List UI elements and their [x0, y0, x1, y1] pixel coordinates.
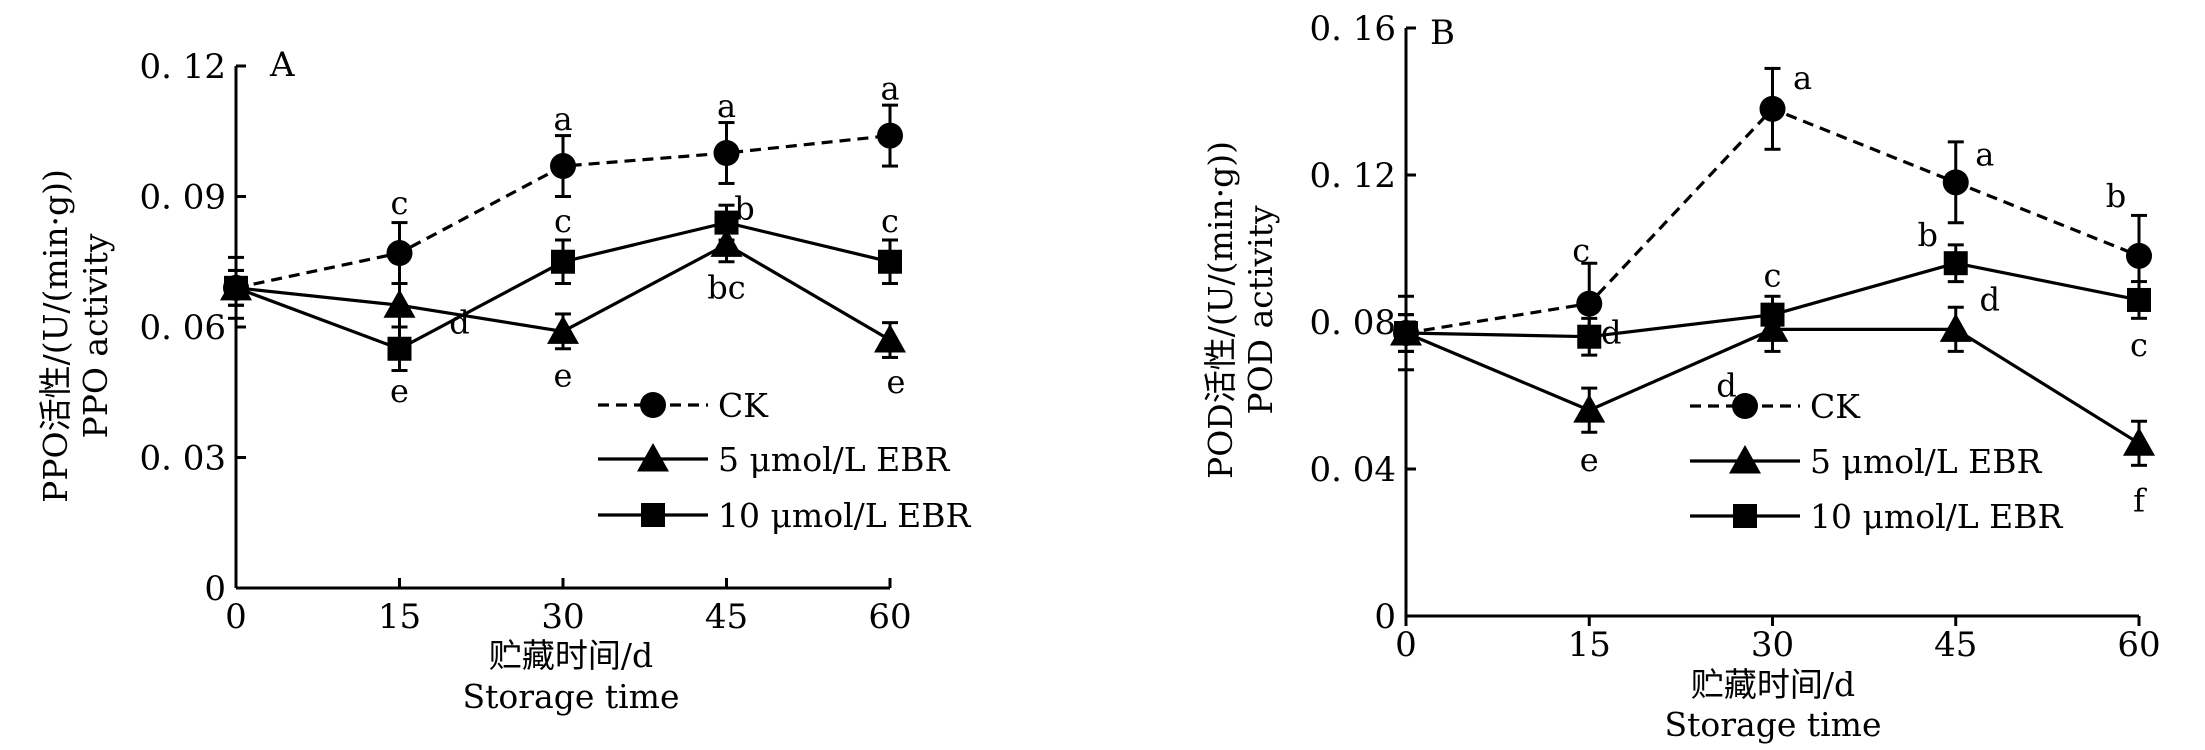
panel-b-significance-letter: b — [2106, 177, 2126, 215]
panel-b-legend-label: 5 μmol/L EBR — [1810, 442, 2043, 481]
panel-b-legend-marker — [1729, 445, 1761, 474]
panel-b-y-tick-label: 0 — [1374, 597, 1396, 637]
panel-b-point-triangle — [1939, 313, 1972, 342]
panel-b-x-tick-label: 0 — [1395, 625, 1417, 665]
panel-b-legend-marker — [1732, 393, 1758, 419]
panel-a-point-circle — [386, 240, 413, 267]
panel-b-significance-letter: d — [1601, 314, 1621, 352]
panel-a-point-square — [878, 249, 902, 274]
panel-a-point-triangle — [547, 315, 579, 344]
panel-b-legend-label: 10 μmol/L EBR — [1810, 497, 2064, 536]
panel-a-x-tick-label: 30 — [541, 597, 584, 637]
panel-a-xlabel: 贮藏时间/d — [489, 636, 653, 675]
panel-b-significance-letter: a — [1975, 135, 1994, 173]
panel-a-legend-label: CK — [718, 386, 769, 425]
panel-b-point-square — [1760, 302, 1785, 327]
panel-b: B 0 15 30 45 60 0 0. 04 0. 08 0. 12 0. 16 c a a b e d d f… — [1201, 9, 2161, 744]
panel-b-y-tick-label: 0. 08 — [1309, 303, 1396, 343]
panel-a-point-triangle — [874, 324, 906, 353]
panel-b-x-tick-label: 30 — [1751, 625, 1794, 665]
panel-a-significance-letter: e — [554, 356, 573, 394]
panel-a-point-circle — [550, 153, 576, 180]
panel-a-label: A — [269, 45, 295, 85]
panel-b-point-circle — [1759, 95, 1786, 122]
panel-b-significance-letter: c — [1572, 232, 1590, 270]
panel-b-significance-letter: d — [1980, 280, 2000, 318]
panel-a-x-tick-label: 60 — [868, 597, 911, 637]
panel-a-significance-letter: e — [887, 363, 906, 401]
panel-a-y-tick-label: 0. 03 — [139, 439, 226, 479]
panel-a-significance-letter: e — [390, 372, 409, 410]
panel-b-significance-letter: e — [1580, 441, 1599, 479]
panel-b-y-tick-label: 0. 04 — [1309, 450, 1396, 490]
panel-a-legend-marker — [641, 503, 665, 527]
panel-b-significance-letter: c — [2130, 326, 2148, 364]
panel-b-point-circle — [2126, 242, 2152, 269]
panel-b-point-square — [1577, 324, 1602, 349]
panel-b-x-tick-label: 45 — [1934, 625, 1977, 665]
panel-b-point-square — [2127, 287, 2151, 312]
panel-a-x-tick-label: 45 — [705, 597, 748, 637]
panel-a-point-triangle — [383, 289, 416, 318]
panel-a-x-tick-label: 15 — [378, 597, 421, 637]
panel-a-point-square — [224, 275, 248, 300]
panel-b-xlabel: 贮藏时间/d — [1691, 665, 1855, 704]
panel-a-y-tick-label: 0. 06 — [139, 308, 226, 348]
panel-a-legend-marker — [637, 443, 669, 472]
panel-a-significance-letter: bc — [707, 268, 745, 306]
panel-a-xlabel-en: Storage time — [463, 677, 680, 716]
panel-a-significance-letter: b — [734, 190, 754, 228]
panel-a-y-tick-label: 0. 09 — [139, 178, 226, 218]
panel-b-label: B — [1430, 13, 1455, 53]
panel-b-x-tick-label: 60 — [2117, 625, 2160, 665]
panel-b-point-square — [1394, 321, 1418, 346]
panel-a-ylabel: PPO活性/(U/(min·g)) — [36, 169, 75, 503]
panel-a-legend-label: 5 μmol/L EBR — [718, 440, 951, 479]
panel-a-significance-letter: c — [554, 202, 572, 240]
panel-b-plot: 0 15 30 45 60 0 0. 04 0. 08 0. 12 0. 16 c a a b e d d f d c… — [1309, 9, 2160, 665]
panel-a-point-square — [551, 249, 575, 274]
panel-b-significance-letter: f — [2133, 481, 2147, 519]
panel-b-significance-letter: d — [1716, 366, 1736, 404]
panel-b-point-triangle — [2123, 427, 2155, 456]
panel-a-point-triangle — [710, 228, 743, 257]
panel-b-xlabel-en: Storage time — [1665, 705, 1882, 744]
panel-a-significance-letter: a — [553, 100, 572, 138]
panel-b-ylabel: POD活性/(U/(min·g)) — [1201, 141, 1240, 479]
panel-a-y-tick-label: 0. 12 — [139, 47, 226, 87]
panel-a-legend-label: 10 μmol/L EBR — [718, 496, 972, 535]
panel-b-ylabel-en: POD activity — [1241, 205, 1280, 415]
panel-b-point-circle — [1576, 290, 1603, 317]
panel-b-point-circle — [1942, 169, 1969, 196]
panel-a-y-tick-label: 0 — [204, 569, 226, 609]
panel-b-point-triangle — [1573, 394, 1606, 423]
panel-a-point-square — [714, 210, 739, 235]
panel-a-significance-letter: c — [391, 184, 409, 222]
panel-a-point-circle — [713, 140, 740, 166]
panel-a-significance-letter: c — [881, 202, 899, 240]
panel-b-significance-letter: b — [1918, 216, 1938, 254]
panel-a-legend-marker — [640, 392, 666, 418]
panel-a-point-circle — [877, 122, 903, 149]
panel-b-point-square — [1943, 251, 1968, 276]
panel-b-x-tick-label: 15 — [1568, 625, 1611, 665]
panel-b-significance-letter: a — [1793, 59, 1812, 97]
panel-a-significance-letter: a — [880, 70, 899, 108]
panel-b-significance-letter: c — [1764, 257, 1782, 295]
panel-a-x-tick-label: 0 — [225, 597, 247, 637]
panel-b-y-tick-label: 0. 12 — [1309, 156, 1396, 196]
panel-a-significance-letter: a — [717, 87, 736, 125]
panel-b-legend: CK 5 μmol/L EBR 10 μmol/L EBR — [1690, 387, 2064, 536]
panel-b-legend-label: CK — [1810, 387, 1861, 426]
panel-a-point-square — [387, 336, 412, 361]
panel-b-y-tick-label: 0. 16 — [1309, 9, 1396, 49]
panel-a-legend: CK 5 μmol/L EBR 10 μmol/L EBR — [598, 386, 972, 535]
panel-a-ylabel-en: PPO activity — [76, 233, 115, 438]
panel-b-legend-marker — [1733, 504, 1757, 528]
